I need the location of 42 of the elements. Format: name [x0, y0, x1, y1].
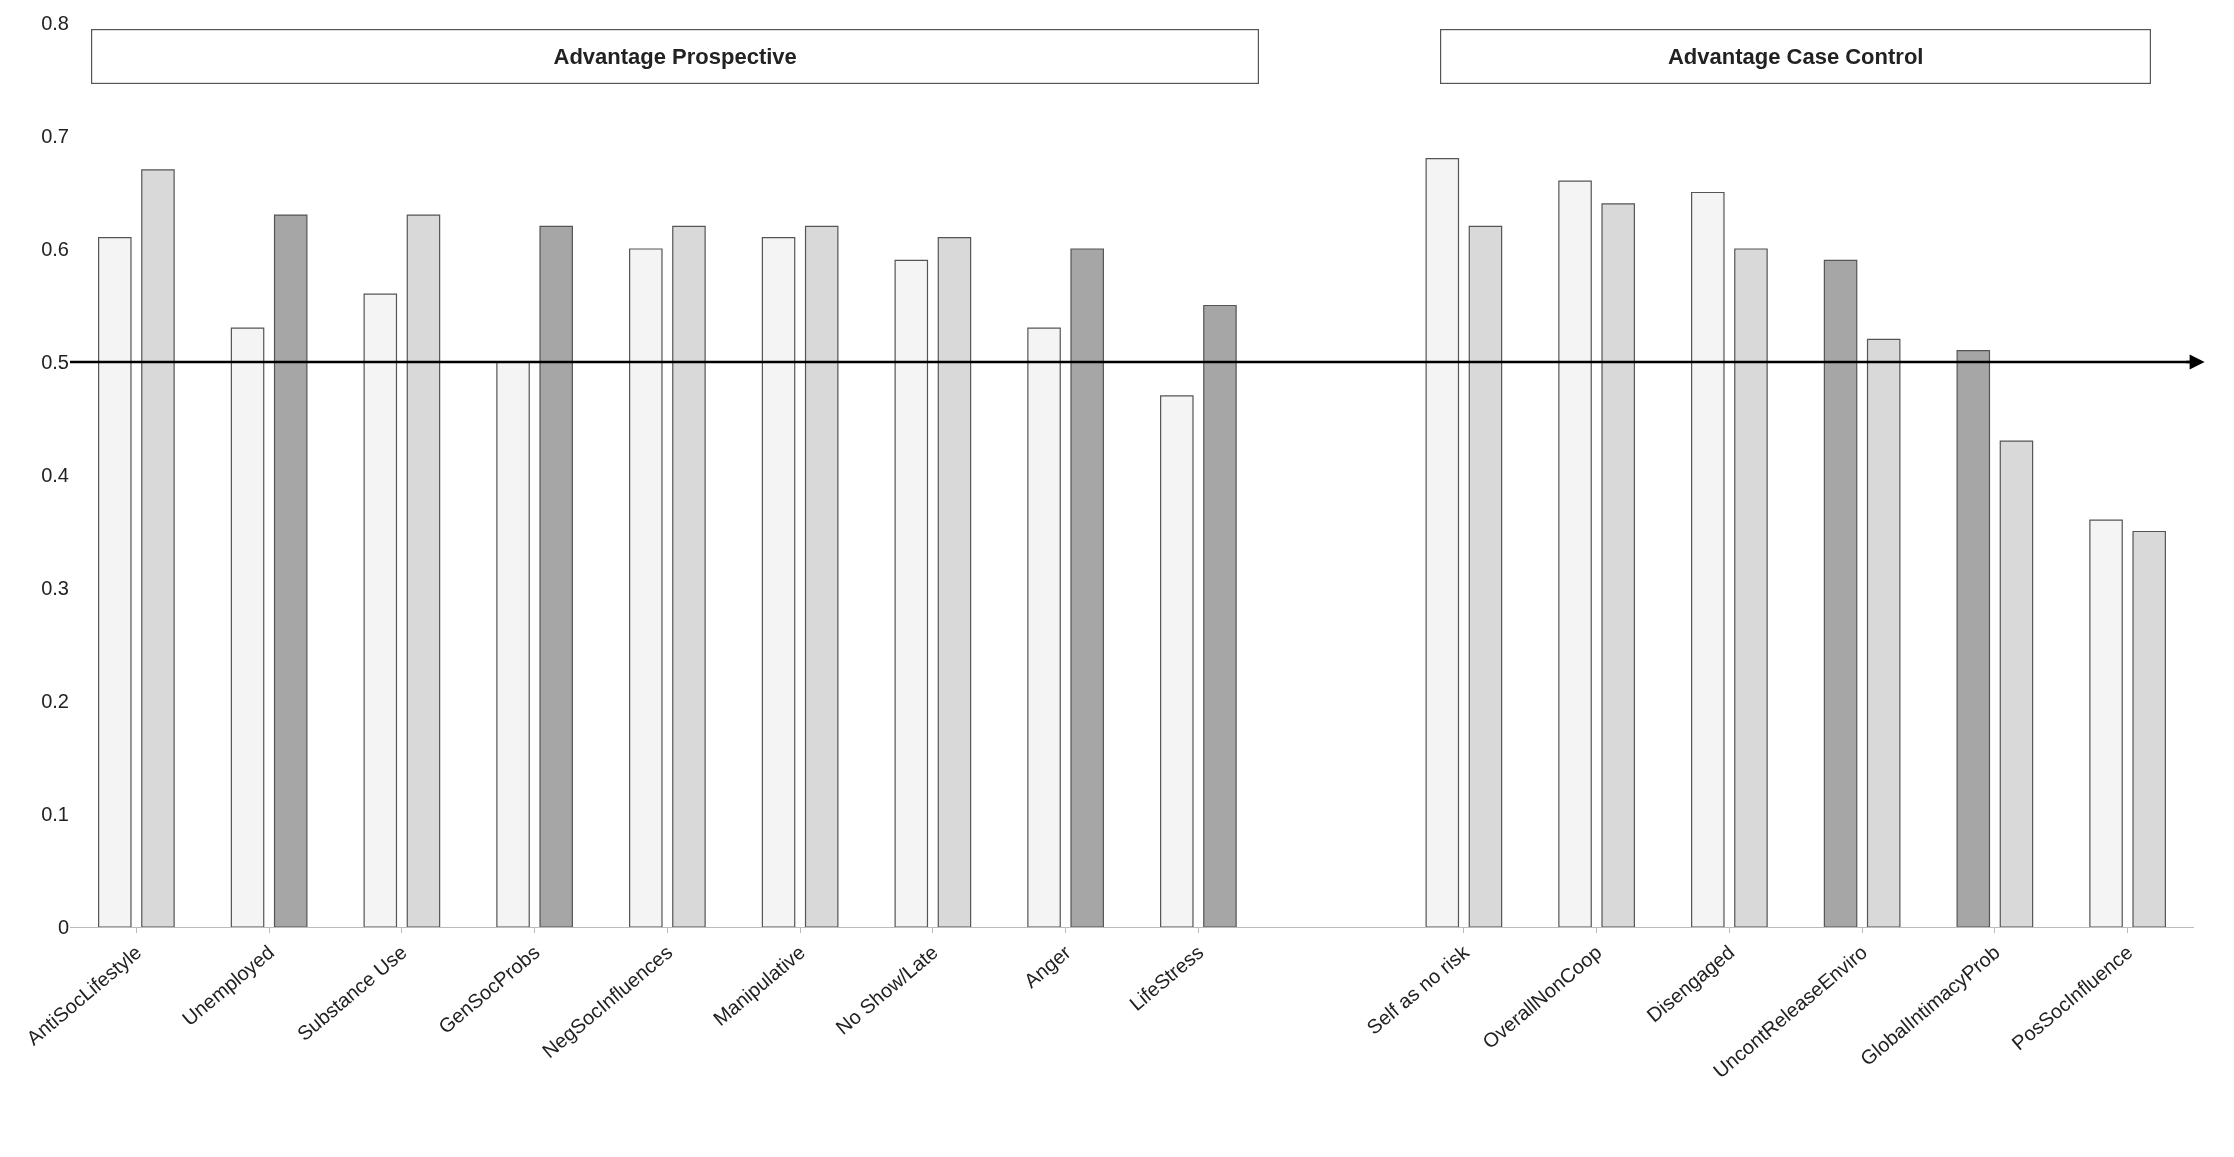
- bar: [2089, 519, 2123, 927]
- bar: [1027, 327, 1061, 927]
- annotation: Advantage Prospective: [553, 44, 797, 70]
- bar: [1866, 338, 1901, 927]
- bar: [141, 169, 175, 927]
- bar: [1999, 440, 2034, 927]
- bar: [1734, 248, 1768, 927]
- bar: [363, 293, 398, 927]
- bar: [1425, 158, 1460, 927]
- bar: [1558, 180, 1592, 927]
- y-tick-label: 0.4: [41, 464, 69, 486]
- bar: [1070, 248, 1104, 927]
- y-tick-label: 0.6: [41, 238, 69, 260]
- bar: [937, 237, 972, 927]
- bar: [1823, 259, 1858, 927]
- y-tick-label: 0.8: [41, 12, 69, 34]
- bar: [1203, 304, 1237, 927]
- y-tick-label: 0.5: [41, 351, 69, 373]
- y-tick-label: 0.3: [41, 577, 69, 599]
- annotation: Advantage Case Control: [1667, 44, 1924, 70]
- bar: [761, 237, 796, 927]
- bar: [496, 361, 530, 927]
- bar: [2132, 530, 2166, 927]
- bar: [1160, 395, 1194, 927]
- bar: [672, 225, 706, 927]
- y-tick-label: 0.1: [41, 803, 69, 825]
- bar: [539, 225, 573, 927]
- bar: [273, 214, 308, 927]
- y-tick-label: 0.7: [41, 125, 69, 147]
- bar: [230, 327, 265, 927]
- y-tick-label: 0: [57, 916, 69, 938]
- bar: [406, 214, 441, 927]
- bar: [894, 259, 929, 927]
- bar: [1468, 225, 1503, 927]
- bar: [1601, 203, 1635, 927]
- x-tick-label: Self as no risk: [1362, 940, 1474, 1039]
- y-tick-label: 0.2: [41, 690, 69, 712]
- bar: [1691, 191, 1725, 927]
- bar: [98, 237, 132, 927]
- bar: [1956, 350, 1991, 927]
- bar: [629, 248, 663, 927]
- bar: [804, 225, 839, 927]
